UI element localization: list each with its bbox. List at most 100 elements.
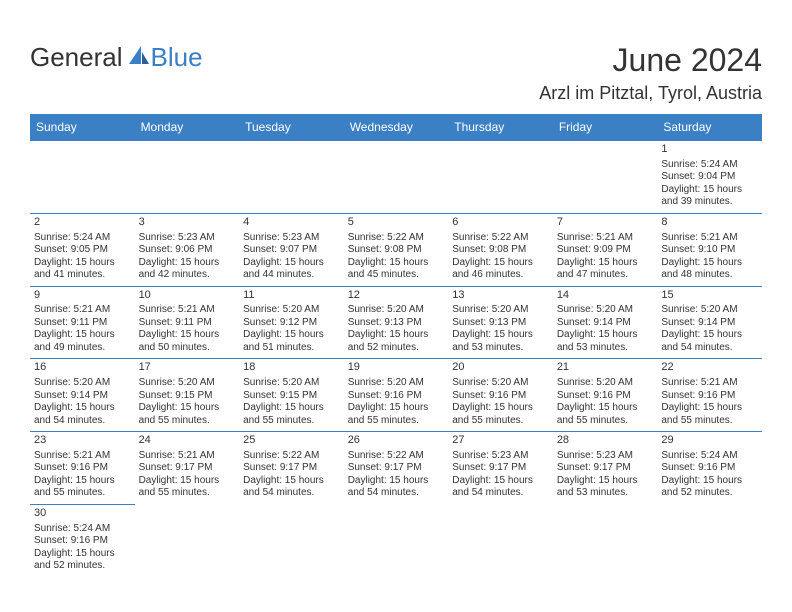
day-cell: 13Sunrise: 5:20 AMSunset: 9:13 PMDayligh… (448, 286, 553, 359)
daylight-text: and 52 minutes. (34, 560, 131, 573)
day-cell: 24Sunrise: 5:21 AMSunset: 9:17 PMDayligh… (135, 432, 240, 505)
sunset-text: Sunset: 9:16 PM (557, 390, 654, 403)
logo-sail-icon (127, 44, 151, 66)
sunrise-text: Sunrise: 5:20 AM (452, 377, 549, 390)
daylight-text: and 51 minutes. (243, 342, 340, 355)
sunrise-text: Sunrise: 5:20 AM (243, 304, 340, 317)
day-cell: 21 Sunrise: 5:20 AMSunset: 9:16 PMDayligh… (553, 359, 658, 432)
sunset-text: Sunset: 9:11 PM (34, 317, 131, 330)
daylight-text: Daylight: 15 hours (348, 257, 445, 270)
daylight-text: and 49 minutes. (34, 342, 131, 355)
sunset-text: Sunset: 9:09 PM (557, 244, 654, 257)
sunset-text: Sunset: 9:10 PM (661, 244, 758, 257)
day-cell: 25Sunrise: 5:22 AMSunset: 9:17 PMDayligh… (239, 432, 344, 505)
empty-cell (553, 141, 658, 214)
daylight-text: and 41 minutes. (34, 269, 131, 282)
page-header: General Blue June 2024 Arzl im Pitztal, … (30, 42, 762, 104)
sunset-text: Sunset: 9:07 PM (243, 244, 340, 257)
daylight-text: Daylight: 15 hours (34, 548, 131, 561)
day-cell: 7Sunrise: 5:21 AMSunset: 9:09 PMDaylight… (553, 213, 658, 286)
daylight-text: Daylight: 15 hours (139, 475, 236, 488)
day-header: Tuesday (239, 114, 344, 141)
empty-cell (30, 141, 135, 214)
calendar-row: 1 Sunrise: 5:24 AM Sunset: 9:04 PM Dayli… (30, 141, 762, 214)
day-number: 17 (139, 361, 236, 375)
daylight-text: and 55 minutes. (139, 415, 236, 428)
logo-text-1: General (30, 42, 123, 73)
logo: General Blue (30, 42, 203, 73)
daylight-text: and 55 minutes. (661, 415, 758, 428)
sunset-text: Sunset: 9:15 PM (139, 390, 236, 403)
day-cell: 14Sunrise: 5:20 AMSunset: 9:14 PMDayligh… (553, 286, 658, 359)
calendar-page: General Blue June 2024 Arzl im Pitztal, … (0, 0, 792, 597)
sunset-text: Sunset: 9:17 PM (243, 462, 340, 475)
daylight-text: Daylight: 15 hours (557, 257, 654, 270)
daylight-text: and 44 minutes. (243, 269, 340, 282)
sunrise-text: Sunrise: 5:21 AM (34, 450, 131, 463)
calendar-table: Sunday Monday Tuesday Wednesday Thursday… (30, 114, 762, 577)
daylight-text: and 54 minutes. (348, 487, 445, 500)
daylight-text: and 46 minutes. (452, 269, 549, 282)
sunrise-text: Sunrise: 5:22 AM (243, 450, 340, 463)
sunset-text: Sunset: 9:15 PM (243, 390, 340, 403)
day-number: 13 (452, 289, 549, 303)
day-number: 15 (661, 289, 758, 303)
sunset-text: Sunset: 9:06 PM (139, 244, 236, 257)
day-header-row: Sunday Monday Tuesday Wednesday Thursday… (30, 114, 762, 141)
sunrise-text: Sunrise: 5:22 AM (348, 232, 445, 245)
daylight-text: and 54 minutes. (243, 487, 340, 500)
day-header: Saturday (657, 114, 762, 141)
sunrise-text: Sunrise: 5:23 AM (557, 450, 654, 463)
day-cell: 16Sunrise: 5:20 AMSunset: 9:14 PMDayligh… (30, 359, 135, 432)
sunset-text: Sunset: 9:16 PM (34, 535, 131, 548)
sunrise-text: Sunrise: 5:22 AM (348, 450, 445, 463)
daylight-text: and 52 minutes. (348, 342, 445, 355)
daylight-text: Daylight: 15 hours (661, 184, 758, 197)
sunset-text: Sunset: 9:17 PM (348, 462, 445, 475)
day-cell: 26Sunrise: 5:22 AMSunset: 9:17 PMDayligh… (344, 432, 449, 505)
day-cell: 29Sunrise: 5:24 AMSunset: 9:16 PMDayligh… (657, 432, 762, 505)
daylight-text: Daylight: 15 hours (243, 329, 340, 342)
sunrise-text: Sunrise: 5:20 AM (557, 377, 654, 390)
daylight-text: Daylight: 15 hours (557, 402, 654, 415)
day-cell: 28Sunrise: 5:23 AMSunset: 9:17 PMDayligh… (553, 432, 658, 505)
sunrise-text: Sunrise: 5:21 AM (34, 304, 131, 317)
daylight-text: Daylight: 15 hours (34, 329, 131, 342)
sunrise-text: Sunrise: 5:23 AM (452, 450, 549, 463)
sunrise-text: Sunrise: 5:21 AM (661, 377, 758, 390)
sunrise-text: Sunrise: 5:21 AM (139, 450, 236, 463)
daylight-text: and 55 minutes. (34, 487, 131, 500)
daylight-text: Daylight: 15 hours (557, 475, 654, 488)
day-number: 21 (557, 361, 654, 375)
sunset-text: Sunset: 9:16 PM (452, 390, 549, 403)
day-number: 8 (661, 216, 758, 230)
daylight-text: and 55 minutes. (139, 487, 236, 500)
day-cell: 18Sunrise: 5:20 AMSunset: 9:15 PMDayligh… (239, 359, 344, 432)
empty-cell (135, 141, 240, 214)
daylight-text: Daylight: 15 hours (139, 257, 236, 270)
daylight-text: Daylight: 15 hours (139, 402, 236, 415)
sunset-text: Sunset: 9:08 PM (452, 244, 549, 257)
day-number: 23 (34, 434, 131, 448)
daylight-text: Daylight: 15 hours (661, 329, 758, 342)
sunrise-text: Sunrise: 5:20 AM (661, 304, 758, 317)
calendar-row: 16Sunrise: 5:20 AMSunset: 9:14 PMDayligh… (30, 359, 762, 432)
day-cell: 1 Sunrise: 5:24 AM Sunset: 9:04 PM Dayli… (657, 141, 762, 214)
empty-cell (135, 504, 240, 576)
empty-cell (448, 141, 553, 214)
sunset-text: Sunset: 9:17 PM (139, 462, 236, 475)
daylight-text: and 50 minutes. (139, 342, 236, 355)
daylight-text: and 47 minutes. (557, 269, 654, 282)
sunset-text: Sunset: 9:17 PM (557, 462, 654, 475)
empty-cell (344, 504, 449, 576)
day-cell: 19Sunrise: 5:20 AMSunset: 9:16 PMDayligh… (344, 359, 449, 432)
daylight-text: and 42 minutes. (139, 269, 236, 282)
calendar-row: 9Sunrise: 5:21 AMSunset: 9:11 PMDaylight… (30, 286, 762, 359)
daylight-text: and 55 minutes. (557, 415, 654, 428)
day-number: 4 (243, 216, 340, 230)
daylight-text: Daylight: 15 hours (139, 329, 236, 342)
day-header: Wednesday (344, 114, 449, 141)
day-cell: 3Sunrise: 5:23 AMSunset: 9:06 PMDaylight… (135, 213, 240, 286)
daylight-text: and 39 minutes. (661, 196, 758, 209)
daylight-text: Daylight: 15 hours (243, 402, 340, 415)
